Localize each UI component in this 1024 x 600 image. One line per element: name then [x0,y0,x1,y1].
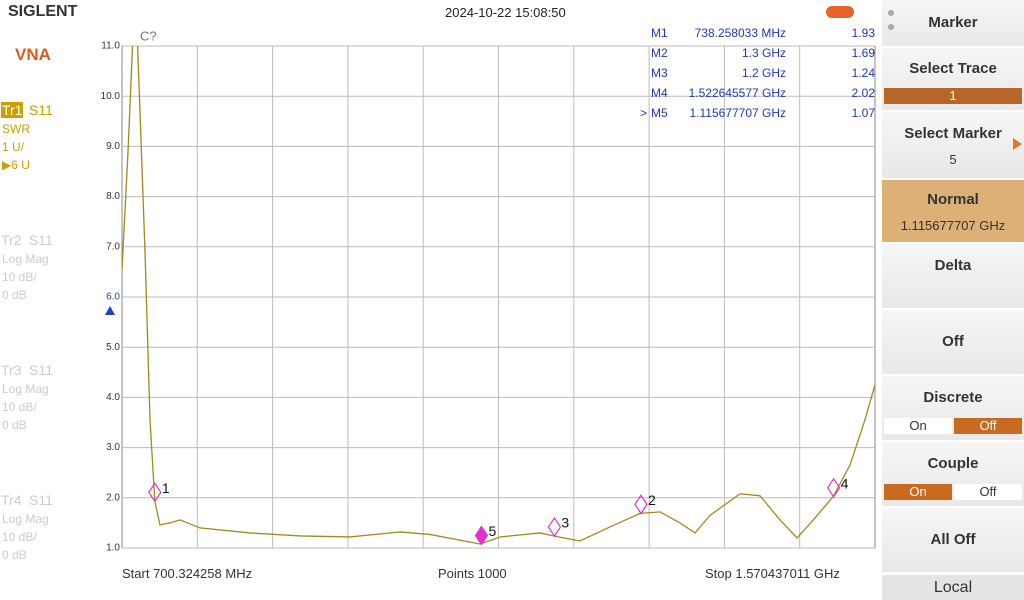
option[interactable]: Off [954,484,1022,500]
brand: SIGLENT [8,3,78,20]
trace-scale: 1 U/ [2,140,25,154]
y-tick-label: 2.0 [106,492,120,503]
marker-row-value: 1.93 [852,26,876,40]
trace-scale: 10 dB/ [2,400,37,414]
label: Delta [934,257,972,274]
softkey [882,0,1024,48]
marker [474,525,489,546]
trace-ref: 0 dB [2,548,27,562]
marker-label: 5 [488,523,496,539]
marker-label: 3 [561,515,569,531]
y-tick-label: 6.0 [106,292,120,303]
trace-param: S11 [29,362,53,378]
label: Discrete [923,389,983,406]
softkey[interactable] [882,244,1024,310]
arrow [1013,138,1022,150]
y-tick-label: 3.0 [106,442,120,453]
option[interactable]: On [884,484,952,500]
trace-ref: 0 dB [2,288,27,302]
label: Select Marker [904,125,1002,142]
points: Points 1000 [438,566,507,581]
value: 1.115677707 GHz [900,218,1006,233]
marker-label: 4 [841,475,849,491]
trace-name: Tr1 [1,102,24,118]
trace-format: Log Mag [2,512,49,526]
datetime: 2024-10-22 15:08:50 [445,5,566,20]
trace-ref: 0 dB [2,418,27,432]
usb-icon [826,6,854,18]
label: Couple [927,455,979,472]
plot: C? 1.0 2.0 3.0 4.0 5.0 6.0 7.0 8.0 9.0 10.0 11.0 1 M… [101,26,876,554]
y-tick-label: 1.0 [106,543,120,554]
y-tick-label: 9.0 [106,141,120,152]
softkey[interactable] [882,575,1024,600]
value: 1 [884,88,1022,104]
marker-row-label: M2 [651,46,668,60]
panel-title: Marker [928,14,978,31]
marker-row-freq: 1.3 GHz [742,46,786,60]
option[interactable]: Off [954,418,1022,434]
trace-param: S11 [29,492,53,508]
marker-row-freq: 1.115677707 GHz [689,106,786,120]
marker-row-value: 2.02 [852,86,876,100]
trace-format: SWR [2,122,30,136]
trace-param: S11 [29,102,53,118]
marker-label: 1 [162,480,170,496]
label: Normal [927,191,979,208]
trace-scale: 10 dB/ [2,530,37,544]
marker-row-freq: 1.522645577 GHz [689,86,786,100]
marker [148,482,162,503]
marker-row-freq: 738.258033 MHz [695,26,786,40]
start: Start 700.324258 MHz [122,566,253,581]
dot [888,10,894,16]
marker-row-freq: 1.2 GHz [742,66,786,80]
marker-row-value: 1.07 [852,106,876,120]
mode: VNA [15,45,51,64]
label: Local [933,579,973,596]
softkey[interactable] [882,508,1024,574]
option[interactable]: On [884,418,952,434]
trace-param: S11 [29,232,53,248]
trace-line [122,46,875,545]
y-tick-label: 8.0 [106,191,120,202]
y-tick-label: 10.0 [101,91,121,102]
marker-label: 2 [648,492,656,508]
marker-pointer: > [640,106,647,120]
label: All Off [930,531,976,548]
trace-name: Tr2 [1,232,22,248]
marker-row-label: M1 [651,26,668,40]
marker-row-value: 1.24 [852,66,876,80]
marker [547,516,562,538]
y-tick-label: 5.0 [106,342,120,353]
trace-format: Log Mag [2,382,49,396]
softkey[interactable] [882,180,1024,244]
trace-name: Tr4 [1,492,22,508]
y-tick-label: 4.0 [106,392,120,403]
marker [826,477,841,498]
label: Off [942,333,964,350]
marker-row-label: M3 [651,66,668,80]
label: Select Trace [909,60,997,77]
marker-row-value: 1.69 [852,46,876,60]
softkey[interactable] [882,112,1024,180]
marker-row-label: M5 [651,106,668,120]
trace-scale: 10 dB/ [2,270,37,284]
stop: Stop 1.570437011 GHz [705,566,840,581]
trace-format: Log Mag [2,252,49,266]
marker-row-label: M4 [651,86,668,100]
marker [634,494,648,515]
dot [888,24,894,30]
trace-ref: ▶6 U [2,158,30,172]
value: 5 [949,152,957,167]
annotation: C? [140,28,157,43]
softkey[interactable] [882,310,1024,376]
y-tick-label: 11.0 [101,41,120,52]
reference-marker [105,306,115,315]
trace-name: Tr3 [1,362,22,378]
y-tick-label: 7.0 [106,241,120,252]
